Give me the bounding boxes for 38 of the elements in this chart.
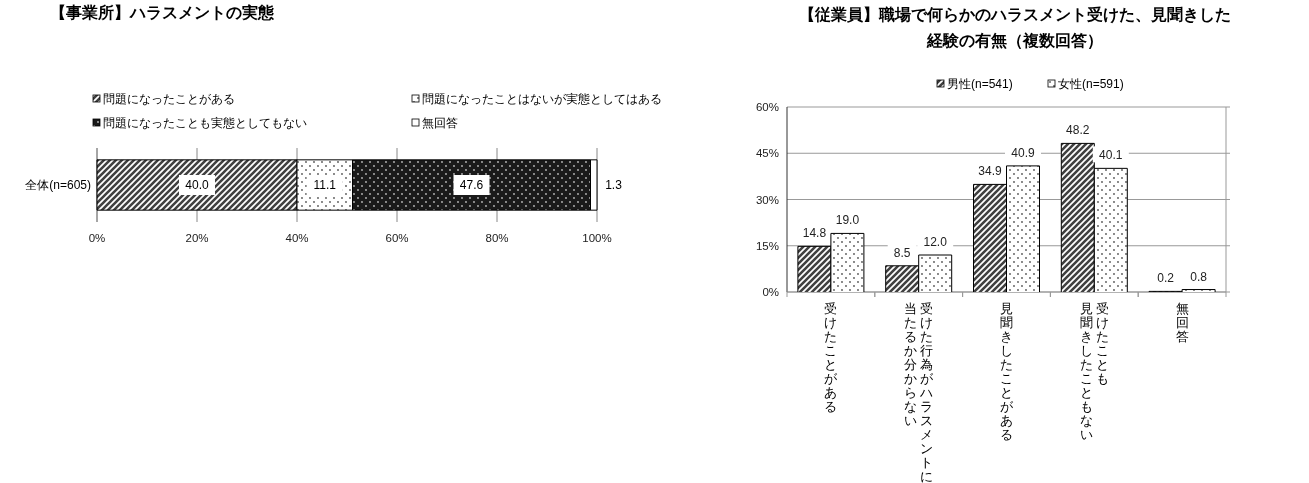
data-label: 48.2 [1066,123,1090,138]
data-label: 11.1 [313,178,337,192]
category-label: 受けたことも見聞きしたこともない [1079,301,1109,442]
category-label: 受けた行為がハラスメントに当たるか分からない [904,301,934,483]
y-tick-label: 60% [755,101,779,113]
data-label: 1.3 [605,178,623,192]
legend-label: 無回答 [422,116,458,130]
legend-label: 男性(n=541) [947,77,1013,91]
data-label: 19.0 [835,213,860,228]
data-label: 34.9 [978,164,1002,179]
legend-label: 問題になったことも実態としてもない [103,116,307,130]
data-label: 40.0 [185,178,209,192]
legend-label: 問題になったことはないが実態としてはある [422,92,662,106]
data-label: 0.2 [1157,271,1175,286]
chart-title: 【従業員】職場で何らかのハラスメント受けた、見聞きした経験の有無（複数回答） [799,6,1231,50]
data-label: 47.6 [459,178,484,192]
y-tick-label: 0% [762,286,779,298]
y-tick-label: 全体(n=605) [25,178,91,192]
x-tick-label: 0% [88,232,106,244]
legend-label: 問題になったことがある [103,92,235,106]
data-label: 0.8 [1190,269,1208,284]
x-tick-label: 受けたことがある [823,301,839,414]
x-tick-label: 40% [285,232,309,244]
legend-label: 女性(n=591) [1058,77,1124,91]
y-tick-label: 15% [755,239,779,252]
chart-title: 【事業所】ハラスメントの実態 [50,3,275,21]
x-tick-label: 100% [582,232,612,244]
category-label: 見聞きしたことがある [1000,301,1013,442]
x-tick-label: 80% [485,232,509,244]
x-tick-label: 20% [185,232,209,244]
data-label: 12.0 [923,235,948,249]
data-label: 14.8 [802,226,827,241]
data-label: 40.9 [1011,145,1035,160]
data-label: 40.1 [1099,148,1123,163]
x-tick-label: 60% [385,232,409,244]
data-label: 8.5 [893,245,911,260]
y-tick-label: 30% [755,193,779,206]
y-tick-label: 45% [755,147,779,160]
